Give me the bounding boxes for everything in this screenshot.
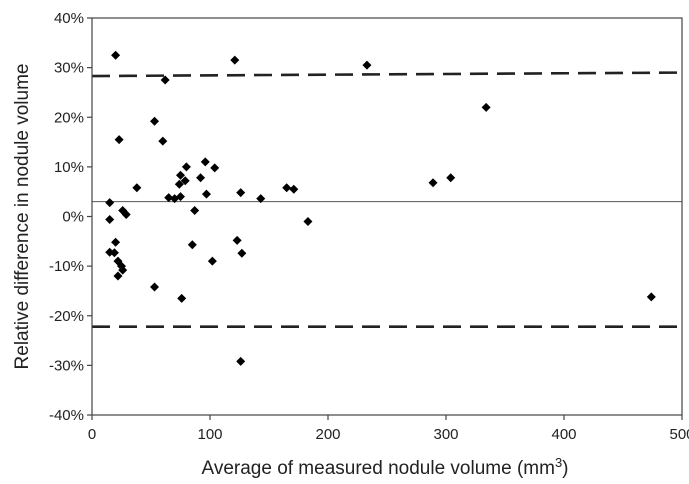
data-point [236, 188, 246, 198]
data-point [150, 116, 160, 126]
upper-limit-line [91, 71, 683, 78]
data-point [158, 136, 168, 146]
x-tick-label: 100 [197, 426, 222, 443]
data-point [207, 256, 217, 266]
x-axis-label-superscript: 3 [555, 455, 562, 470]
data-point [111, 237, 121, 247]
y-tick-label: 10% [54, 159, 84, 176]
data-point [236, 356, 246, 366]
data-point [109, 248, 119, 258]
x-axis-label: Average of measured nodule volume (mm3) [201, 455, 568, 479]
x-tick-label: 500 [669, 426, 689, 443]
data-point [428, 178, 438, 188]
data-point [303, 216, 313, 226]
data-point [646, 292, 656, 302]
data-point [174, 179, 184, 189]
y-tick-label: 20% [54, 109, 84, 126]
y-tick-label: -40% [49, 407, 84, 424]
data-point [132, 183, 142, 193]
x-tick-label: 0 [88, 426, 96, 443]
data-point [200, 157, 210, 167]
x-tick-label: 300 [433, 426, 458, 443]
y-axis-ticks: 40% 30% 20% 10% 0% -10% -20% -30% -40% [49, 10, 92, 424]
data-point [105, 198, 115, 208]
reference-lines [91, 71, 683, 328]
data-point [481, 102, 491, 112]
data-point [282, 183, 292, 193]
data-point [232, 235, 242, 245]
x-axis-ticks: 0 100 200 300 400 500 [88, 415, 689, 443]
data-point [210, 163, 220, 173]
y-tick-label: 0% [62, 209, 84, 226]
data-point [118, 265, 128, 275]
data-point [181, 162, 191, 172]
data-point [190, 206, 200, 216]
x-tick-label: 400 [551, 426, 576, 443]
x-axis-label-close: ) [562, 458, 568, 479]
data-point [164, 193, 174, 203]
x-tick-label: 200 [315, 426, 340, 443]
data-point [160, 75, 170, 85]
data-points [105, 50, 656, 366]
data-point [362, 60, 372, 70]
y-tick-label: -30% [49, 357, 84, 374]
x-axis-label-main: Average of measured nodule volume (mm [201, 458, 554, 479]
data-point [176, 192, 185, 202]
data-point [177, 293, 187, 303]
data-point [114, 135, 124, 145]
plot-area-frame [91, 17, 683, 416]
data-point [176, 170, 185, 180]
y-axis-label: Relative difference in nodule volume [12, 64, 33, 370]
data-point [256, 194, 266, 204]
data-point [150, 282, 160, 292]
y-tick-label: 30% [54, 60, 84, 77]
data-point [446, 173, 456, 183]
y-tick-label: -20% [49, 308, 84, 325]
data-point [105, 214, 115, 224]
data-point [121, 210, 131, 220]
y-tick-label: -10% [49, 258, 84, 275]
data-point [111, 50, 121, 60]
data-point [289, 184, 299, 194]
data-point [196, 173, 206, 183]
data-point [180, 176, 190, 186]
data-point [230, 55, 240, 65]
y-tick-label: 40% [54, 10, 84, 27]
data-point [105, 247, 115, 257]
data-point [201, 189, 211, 199]
data-point [187, 240, 197, 250]
data-point [237, 248, 247, 258]
data-point [113, 271, 123, 281]
